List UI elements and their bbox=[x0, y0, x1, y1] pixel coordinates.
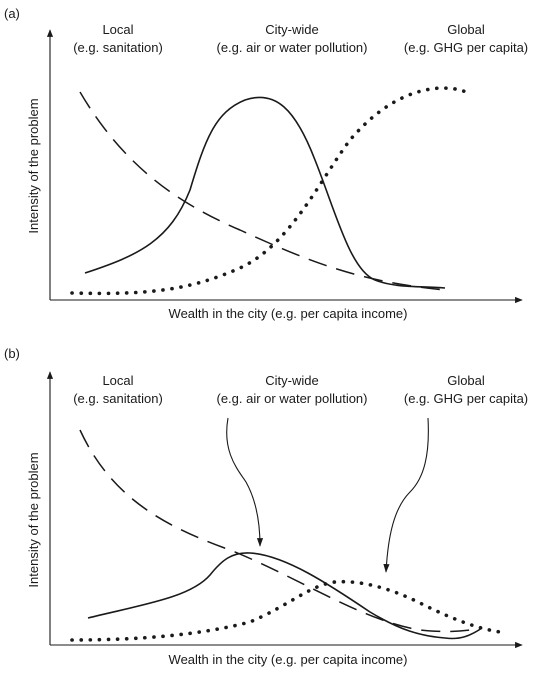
panel-b-city-example: (e.g. air or water pollution) bbox=[216, 391, 367, 406]
panel-b-x-label: Wealth in the city (e.g. per capita inco… bbox=[169, 652, 408, 667]
panel-a: (a) Local (e.g. sanitation) City-wide (e… bbox=[4, 6, 528, 321]
panel-b-city-curve bbox=[87, 552, 483, 640]
panel-b-label: (b) bbox=[4, 346, 20, 361]
panel-b-city-name: City-wide bbox=[265, 373, 318, 388]
panel-b: (b) Local (e.g. sanitation) City-wide (e… bbox=[4, 346, 528, 667]
panel-a-city-curve bbox=[84, 96, 446, 289]
panel-a-city-name: City-wide bbox=[265, 22, 318, 37]
panel-b-y-label: Intensity of the problem bbox=[26, 452, 41, 587]
panel-b-city-pointer-arrow bbox=[226, 417, 264, 547]
panel-b-global-pointer-arrow bbox=[383, 417, 429, 573]
panel-a-label: (a) bbox=[4, 6, 20, 21]
panel-a-global-curve bbox=[70, 86, 470, 296]
panel-a-local-example: (e.g. sanitation) bbox=[73, 40, 163, 55]
panel-b-local-example: (e.g. sanitation) bbox=[73, 391, 163, 406]
panel-a-local-name: Local bbox=[102, 22, 133, 37]
panel-b-global-name: Global bbox=[447, 373, 485, 388]
panel-a-x-label: Wealth in the city (e.g. per capita inco… bbox=[169, 306, 408, 321]
panel-a-global-name: Global bbox=[447, 22, 485, 37]
panel-a-global-example: (e.g. GHG per capita) bbox=[404, 40, 528, 55]
panel-b-local-name: Local bbox=[102, 373, 133, 388]
panel-b-local-curve bbox=[79, 429, 471, 633]
panel-a-city-example: (e.g. air or water pollution) bbox=[216, 40, 367, 55]
panel-a-local-curve bbox=[79, 91, 446, 291]
panel-b-global-example: (e.g. GHG per capita) bbox=[404, 391, 528, 406]
panel-a-y-label: Intensity of the problem bbox=[26, 98, 41, 233]
